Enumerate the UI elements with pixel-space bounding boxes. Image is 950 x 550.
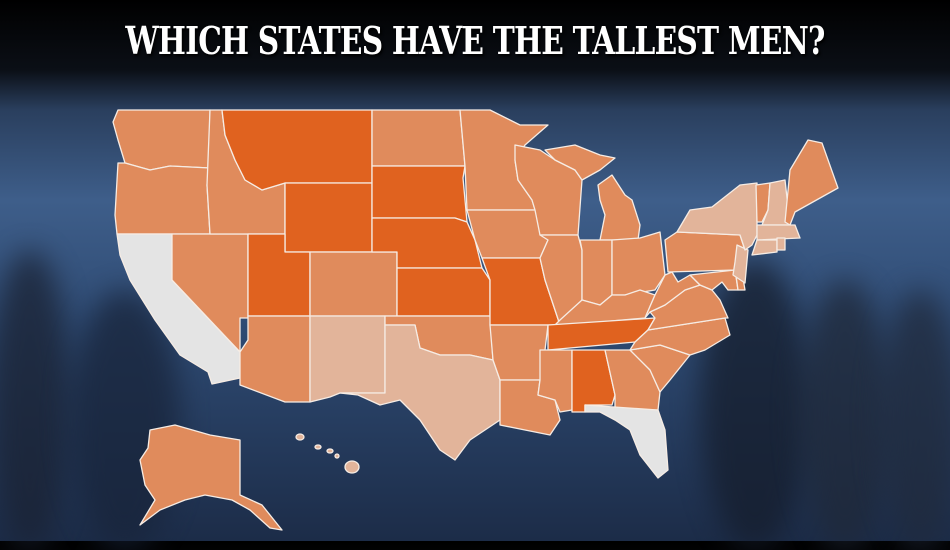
state-fl [584, 404, 669, 479]
state-wa [112, 109, 211, 171]
state-oh [611, 231, 666, 296]
state-co [309, 251, 398, 317]
page-title: WHICH STATES HAVE THE TALLEST MEN? [125, 18, 825, 63]
state-in [579, 239, 613, 306]
state-ak [139, 424, 283, 531]
state-tx [339, 324, 501, 461]
state-pa [664, 231, 746, 273]
state-mt [221, 109, 373, 191]
state-az [239, 315, 311, 403]
state-ar [489, 324, 549, 381]
state-nd [371, 109, 466, 167]
background-person [0, 250, 70, 550]
background-person [880, 290, 950, 550]
state-or [114, 162, 211, 235]
state-sd [371, 165, 468, 223]
state-hi [295, 433, 305, 441]
state-mi [597, 174, 641, 241]
state-ks [396, 267, 491, 317]
state-me [784, 139, 839, 226]
state-hi [344, 460, 360, 474]
state-mi [544, 144, 616, 181]
background-person [800, 280, 890, 550]
state-ma [756, 224, 801, 241]
state-hi [334, 453, 340, 459]
state-wy [284, 182, 373, 253]
state-hi [326, 448, 334, 454]
state-nm [309, 315, 386, 403]
state-ct [751, 239, 778, 256]
state-hi [314, 444, 322, 450]
state-ri [776, 237, 786, 251]
